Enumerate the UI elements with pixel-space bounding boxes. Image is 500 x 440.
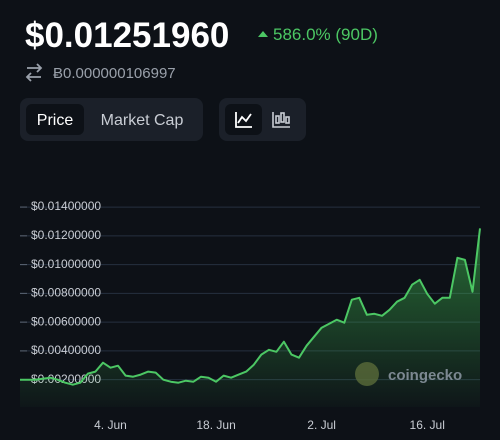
price-change: 586.0% (90D): [273, 25, 378, 44]
tab-price[interactable]: Price: [37, 112, 74, 129]
up-arrow: [258, 31, 268, 37]
x-tick-label: 4. Jun: [94, 418, 127, 432]
y-tick-label: $0.00800000: [31, 286, 101, 300]
y-tick-label: $0.01200000: [31, 228, 101, 242]
tab-market-cap[interactable]: Market Cap: [101, 112, 184, 129]
price-line: [20, 228, 481, 386]
tab-selected[interactable]: [26, 104, 84, 135]
y-tick-label: $0.01000000: [31, 257, 101, 271]
price: $0.01251960: [25, 16, 229, 55]
watermark: coingecko: [388, 367, 462, 384]
line-chart-icon: [235, 112, 252, 128]
y-tick-label: $0.00400000: [31, 343, 101, 357]
x-tick-label: 18. Jun: [196, 418, 235, 432]
btc-price: Ƀ0.000000106997: [53, 65, 176, 82]
x-tick-label: 2. Jul: [307, 418, 336, 432]
swap-icon: [25, 63, 43, 82]
x-tick-label: 16. Jul: [410, 418, 445, 432]
watermark-logo: [355, 362, 379, 386]
y-tick-label: $0.00600000: [31, 314, 101, 328]
y-tick-label: $0.01400000: [31, 199, 101, 213]
candle-chart-icon[interactable]: [272, 112, 290, 128]
